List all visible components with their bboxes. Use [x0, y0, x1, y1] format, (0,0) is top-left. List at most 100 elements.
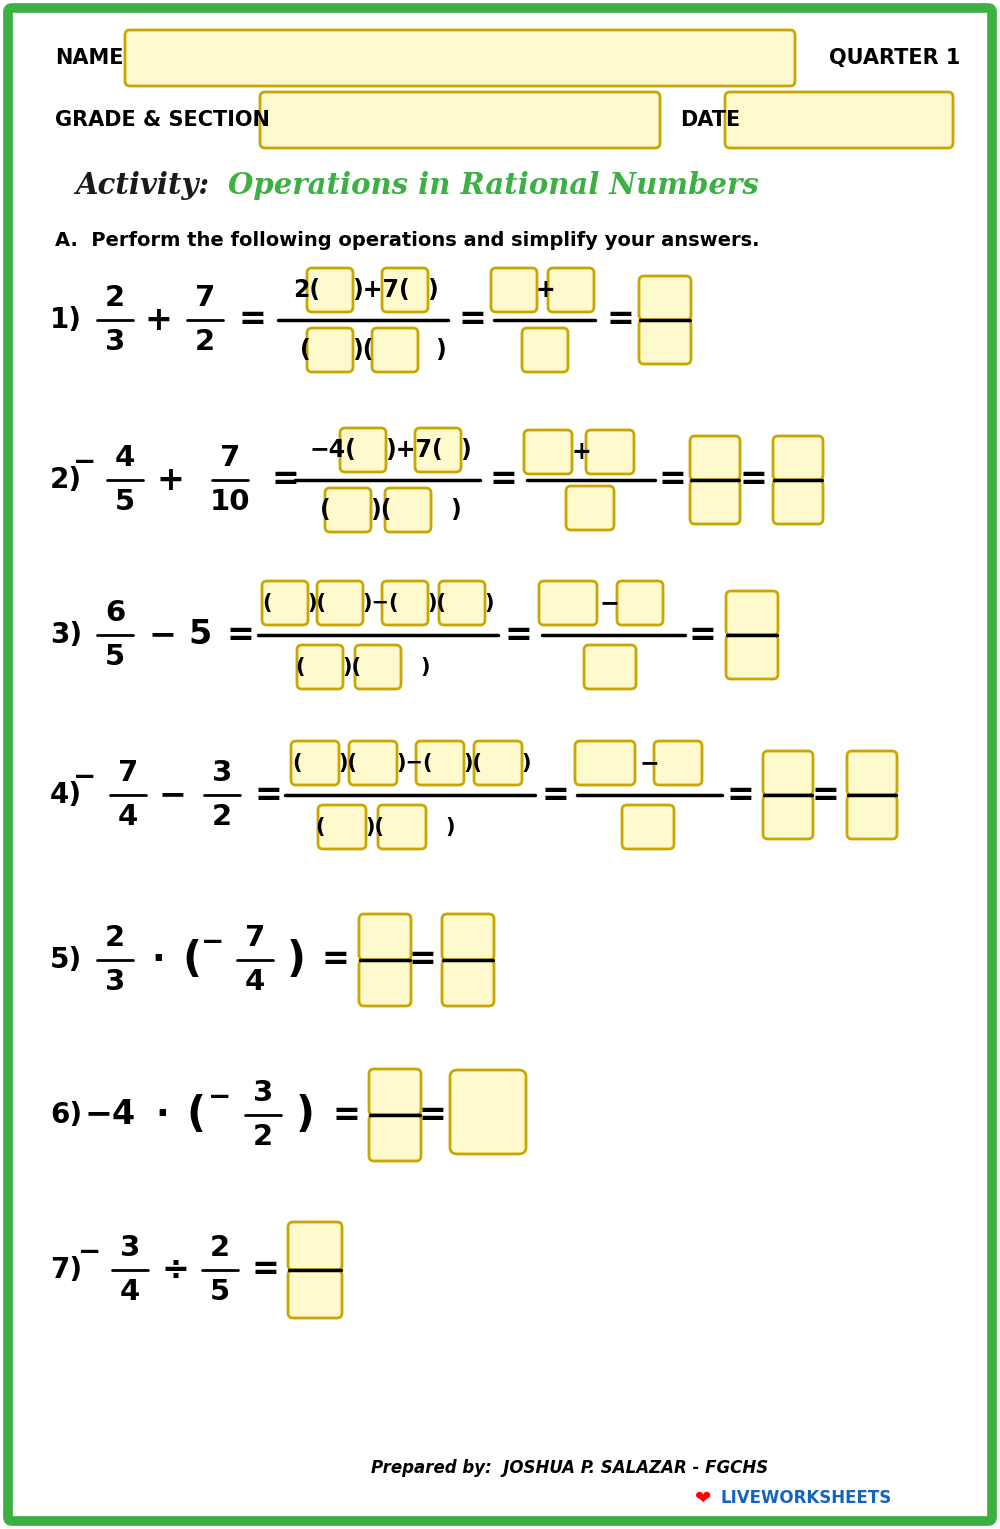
Text: =: =	[811, 778, 839, 812]
Text: 4): 4)	[50, 781, 82, 809]
FancyBboxPatch shape	[260, 92, 660, 148]
FancyBboxPatch shape	[325, 488, 371, 532]
Text: 2: 2	[212, 803, 232, 830]
Text: +: +	[156, 463, 184, 497]
Text: 4: 4	[120, 1278, 140, 1306]
Text: =: =	[271, 463, 299, 497]
Text: )−(: )−(	[362, 593, 398, 613]
FancyBboxPatch shape	[359, 960, 411, 1006]
Text: )+7(: )+7(	[385, 437, 443, 462]
Text: 5: 5	[210, 1278, 230, 1306]
FancyBboxPatch shape	[566, 486, 614, 531]
FancyBboxPatch shape	[524, 430, 572, 474]
Text: (: (	[320, 498, 331, 521]
FancyBboxPatch shape	[317, 581, 363, 625]
FancyBboxPatch shape	[340, 428, 386, 472]
Text: =: =	[606, 303, 634, 336]
Text: )(: )(	[370, 498, 392, 521]
FancyBboxPatch shape	[378, 804, 426, 849]
Text: =: =	[332, 1098, 360, 1131]
FancyBboxPatch shape	[369, 1115, 421, 1161]
FancyBboxPatch shape	[307, 268, 353, 312]
Text: )(: )(	[338, 752, 357, 774]
FancyBboxPatch shape	[690, 480, 740, 524]
Text: =: =	[739, 463, 767, 497]
FancyBboxPatch shape	[763, 751, 813, 795]
FancyBboxPatch shape	[773, 480, 823, 524]
Text: =: =	[688, 619, 716, 651]
Text: 7: 7	[245, 924, 265, 953]
Text: ÷: ÷	[161, 1254, 189, 1286]
Text: 4: 4	[115, 443, 135, 472]
Text: 10: 10	[210, 488, 250, 515]
Text: 1): 1)	[50, 306, 82, 333]
Text: LIVEWORKSHEETS: LIVEWORKSHEETS	[720, 1489, 891, 1508]
Text: ): )	[484, 593, 494, 613]
FancyBboxPatch shape	[349, 742, 397, 784]
Text: 3: 3	[105, 968, 125, 995]
Text: ): )	[435, 338, 446, 362]
FancyBboxPatch shape	[125, 31, 795, 86]
FancyBboxPatch shape	[288, 1222, 342, 1271]
Text: 3): 3)	[50, 621, 82, 648]
Text: 3: 3	[253, 1079, 273, 1107]
Text: 2(: 2(	[293, 278, 320, 303]
Text: ): )	[521, 752, 530, 774]
FancyBboxPatch shape	[439, 581, 485, 625]
Text: )−(: )−(	[396, 752, 432, 774]
Text: 5: 5	[105, 644, 125, 671]
FancyBboxPatch shape	[355, 645, 401, 690]
Text: 4: 4	[118, 803, 138, 830]
Text: −: −	[148, 619, 176, 651]
Text: +: +	[144, 303, 172, 336]
Text: ): )	[427, 278, 438, 303]
FancyBboxPatch shape	[382, 581, 428, 625]
Text: (: (	[315, 816, 324, 836]
FancyBboxPatch shape	[291, 742, 339, 784]
FancyBboxPatch shape	[539, 581, 597, 625]
FancyBboxPatch shape	[288, 1271, 342, 1318]
FancyBboxPatch shape	[450, 1070, 526, 1154]
Text: 7: 7	[220, 443, 240, 472]
Text: (: (	[186, 1095, 206, 1136]
Text: −: −	[158, 778, 186, 812]
Text: −: −	[78, 1238, 102, 1266]
Text: )(: )(	[352, 338, 374, 362]
Text: Activity:: Activity:	[75, 171, 219, 199]
Text: −4: −4	[84, 1098, 136, 1131]
FancyBboxPatch shape	[262, 581, 308, 625]
FancyBboxPatch shape	[522, 329, 568, 372]
Text: 2: 2	[105, 284, 125, 312]
Text: )(: )(	[307, 593, 326, 613]
Text: =: =	[321, 943, 349, 977]
Text: =: =	[458, 303, 486, 336]
Text: +: +	[536, 278, 556, 303]
FancyBboxPatch shape	[726, 592, 778, 635]
Text: −: −	[73, 448, 97, 476]
Text: =: =	[408, 943, 436, 977]
Text: ·: ·	[155, 1098, 169, 1131]
Text: 7): 7)	[50, 1255, 82, 1284]
FancyBboxPatch shape	[690, 436, 740, 480]
FancyBboxPatch shape	[416, 742, 464, 784]
FancyBboxPatch shape	[548, 268, 594, 312]
Text: )(: )(	[365, 816, 384, 836]
Text: =: =	[226, 619, 254, 651]
FancyBboxPatch shape	[8, 8, 992, 1521]
Text: =: =	[658, 463, 686, 497]
Text: =: =	[541, 778, 569, 812]
Text: ): )	[296, 1095, 314, 1136]
Text: +: +	[572, 440, 592, 463]
Text: −4(: −4(	[310, 437, 357, 462]
FancyBboxPatch shape	[372, 329, 418, 372]
Text: (: (	[292, 752, 302, 774]
Text: 5): 5)	[50, 946, 82, 974]
Text: −: −	[208, 1083, 232, 1112]
Text: 2): 2)	[50, 466, 82, 494]
Text: 6: 6	[105, 599, 125, 627]
Text: =: =	[418, 1098, 446, 1131]
Text: 2: 2	[195, 329, 215, 356]
FancyBboxPatch shape	[586, 430, 634, 474]
FancyBboxPatch shape	[622, 804, 674, 849]
Text: (: (	[295, 657, 304, 677]
